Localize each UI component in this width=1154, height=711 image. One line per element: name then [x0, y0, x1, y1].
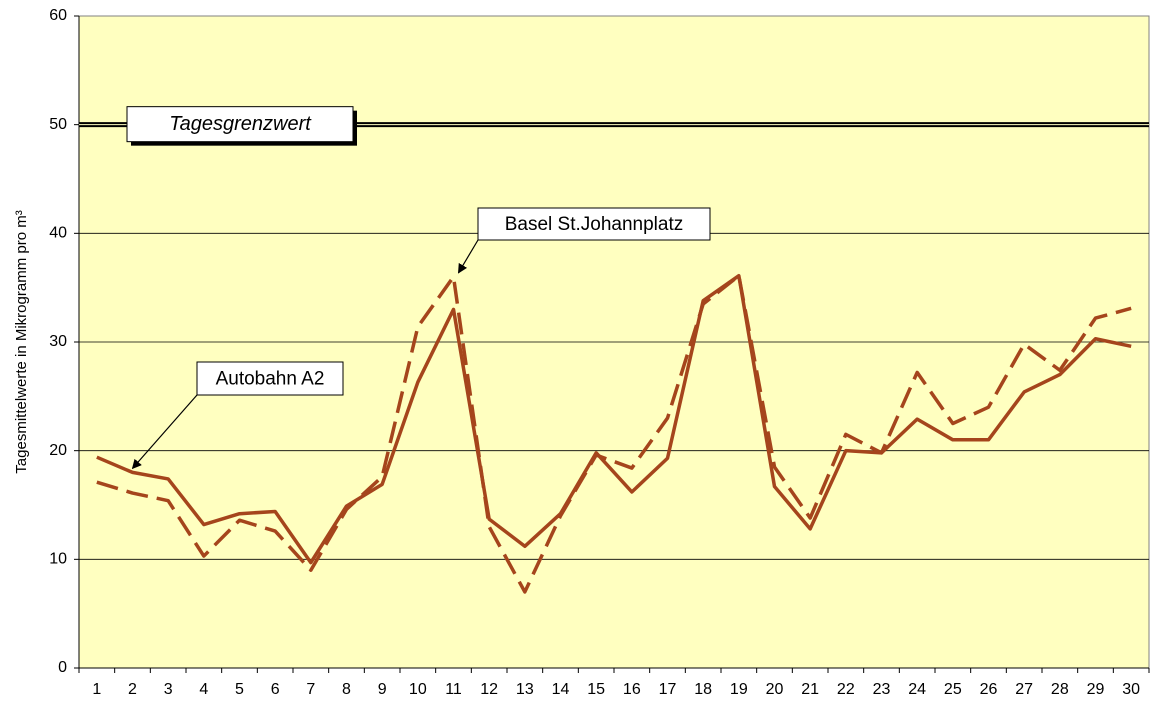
callout-arrow: [131, 394, 198, 470]
x-tick-label: 29: [1087, 681, 1105, 698]
series-line: [96, 273, 1132, 565]
x-tick-label: 26: [980, 681, 998, 698]
x-tick-label: 27: [1015, 681, 1033, 698]
y-tick-label: 0: [58, 659, 67, 676]
x-tick-label: 15: [587, 681, 605, 698]
x-tick-label: 2: [128, 681, 137, 698]
x-tick-label: 3: [164, 681, 173, 698]
x-tick-label: 12: [480, 681, 498, 698]
x-tick-label: 18: [694, 681, 712, 698]
x-tick-label: 16: [623, 681, 641, 698]
label-box: [126, 106, 354, 143]
y-tick-label: 20: [49, 442, 67, 459]
callout-arrow: [457, 239, 479, 274]
reference-label: Tagesgrenzwert: [169, 113, 312, 135]
x-tick-label: 19: [730, 681, 748, 698]
x-tick-label: 6: [271, 681, 280, 698]
series-line: [96, 273, 1132, 594]
y-tick-label: 40: [49, 225, 67, 242]
x-tick-label: 25: [944, 681, 962, 698]
x-tick-label: 20: [766, 681, 784, 698]
series-label: Basel St.Johannplatz: [505, 214, 684, 235]
x-tick-label: 5: [235, 681, 244, 698]
x-tick-label: 11: [445, 681, 462, 698]
y-tick-label: 50: [49, 116, 67, 133]
series-label: Autobahn A2: [216, 369, 325, 390]
x-tick-label: 28: [1051, 681, 1069, 698]
y-tick-label: 30: [49, 333, 67, 350]
x-tick-label: 30: [1122, 681, 1140, 698]
x-tick-label: 14: [552, 681, 570, 698]
x-tick-label: 10: [409, 681, 427, 698]
x-tick-label: 13: [516, 681, 534, 698]
x-tick-label: 4: [199, 681, 208, 698]
y-axis-title: Tagesmittelwerte in Mikrogramm pro m³: [13, 210, 30, 473]
x-tick-label: 9: [378, 681, 387, 698]
x-tick-label: 24: [908, 681, 926, 698]
x-tick-label: 22: [837, 681, 855, 698]
y-tick-label: 10: [49, 551, 67, 568]
callout-box: [196, 361, 344, 396]
x-tick-label: 21: [801, 681, 819, 698]
callout-box: [477, 207, 711, 241]
x-tick-label: 17: [659, 681, 677, 698]
x-tick-label: 23: [873, 681, 891, 698]
x-tick-label: 8: [342, 681, 351, 698]
y-tick-label: 60: [49, 7, 67, 24]
x-tick-label: 7: [306, 681, 315, 698]
x-tick-label: 1: [92, 681, 101, 698]
